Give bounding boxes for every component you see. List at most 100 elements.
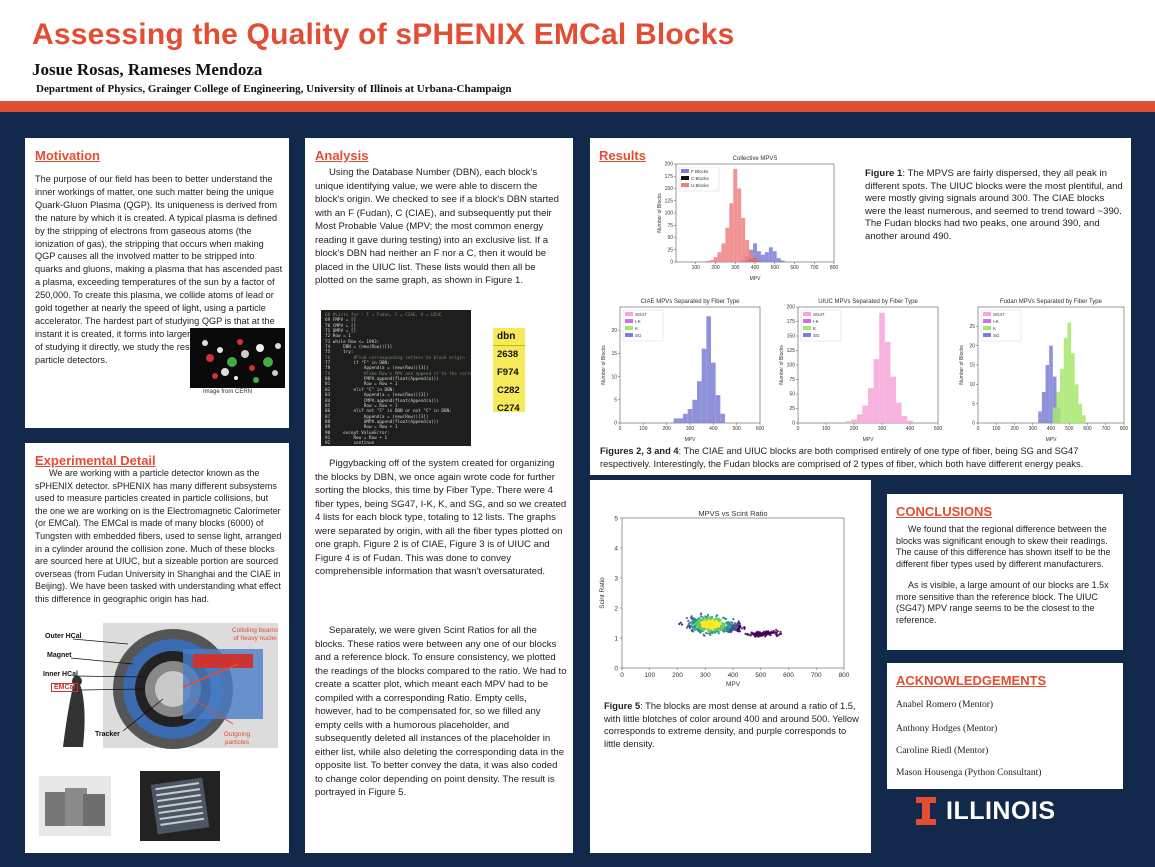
scatter-point bbox=[711, 619, 714, 622]
code-line: 68 #Lists for : F = Fudan, C = CIAE, U =… bbox=[325, 313, 442, 318]
scatter-point bbox=[765, 631, 768, 634]
chart-uiuc-fiber: UIUC MPVs Separated by Fiber Type 0 100 200… bbox=[772, 295, 944, 443]
histogram-bar bbox=[890, 376, 896, 423]
y-tick-label: 4 bbox=[614, 546, 618, 553]
legend-label: U Blocks bbox=[691, 183, 710, 188]
figures-234-caption: Figures 2, 3 and 4: The CIAE and UIUC bl… bbox=[600, 445, 1128, 470]
y-tick-label: 10 bbox=[969, 382, 975, 388]
x-tick-label: 500 bbox=[934, 426, 943, 432]
code-line: 90 except ValueError: bbox=[325, 430, 390, 436]
scatter-point bbox=[693, 624, 696, 628]
legend-label: SG47 bbox=[813, 312, 825, 317]
scatter-point bbox=[706, 628, 710, 631]
x-tick-label: 800 bbox=[839, 672, 850, 679]
x-tick-label: 500 bbox=[755, 672, 766, 679]
scatter-point bbox=[755, 631, 758, 634]
scatter-point bbox=[749, 634, 752, 637]
scatter-point bbox=[732, 617, 735, 621]
figure-5-caption: Figure 5: The blocks are most dense at a… bbox=[604, 700, 864, 750]
y-tick-label: 75 bbox=[789, 377, 795, 383]
conclusions-panel: CONCLUSIONS We found that the regional d… bbox=[887, 494, 1123, 650]
scatter-point bbox=[713, 626, 716, 630]
y-tick-label: 2 bbox=[614, 606, 618, 613]
x-tick-label: 300 bbox=[686, 426, 695, 432]
chart-svg: UIUC MPVs Separated by Fiber Type 0 100 200… bbox=[779, 299, 943, 443]
x-axis-label: MPV bbox=[750, 276, 762, 282]
x-tick-label: 400 bbox=[906, 426, 915, 432]
legend-label: SG bbox=[993, 333, 1000, 338]
histogram-bar bbox=[756, 251, 761, 262]
histogram-bar bbox=[717, 252, 722, 262]
x-tick-label: 400 bbox=[728, 672, 739, 679]
results-heading: Results bbox=[599, 148, 646, 163]
x-tick-label: 700 bbox=[1102, 426, 1111, 432]
chart-ciae-fiber: CIAE MPVs Separated by Fiber Type 0 100 200… bbox=[594, 295, 766, 443]
code-line: 85 Row = Row + 1 bbox=[325, 403, 398, 409]
code-line: 79 #Take Row's MPV and append it to the … bbox=[325, 371, 471, 377]
legend-swatch bbox=[625, 333, 633, 337]
scatter-point bbox=[721, 616, 725, 619]
dbn-value: C282 bbox=[497, 385, 520, 396]
analysis-heading: Analysis bbox=[315, 148, 369, 163]
histogram-bar bbox=[845, 421, 852, 423]
code-line: 69 FMPV = [] bbox=[325, 318, 357, 324]
y-tick-label: 0 bbox=[972, 421, 975, 427]
y-axis-label: Number of Blocks bbox=[657, 193, 663, 233]
y-tick-label: 3 bbox=[614, 576, 618, 583]
histogram-bar bbox=[733, 168, 738, 262]
chart-mpvs-vs-scint: MPVS vs Scint Ratio 0 100 200 300 400 500 600 70… bbox=[594, 508, 866, 692]
y-tick-label: 15 bbox=[969, 363, 975, 369]
y-tick-label: 0 bbox=[792, 421, 795, 427]
x-tick-label: 700 bbox=[810, 265, 819, 271]
scatter-point bbox=[715, 629, 718, 632]
scatter-point bbox=[735, 623, 738, 626]
scatter-point bbox=[726, 625, 729, 629]
legend-swatch bbox=[681, 169, 689, 173]
illinois-wordmark: ILLINOIS bbox=[946, 797, 1056, 825]
figure-5-label: Figure 5 bbox=[604, 701, 641, 711]
y-tick-label: 5 bbox=[614, 397, 617, 403]
x-tick-label: 800 bbox=[830, 265, 839, 271]
poster-department: Department of Physics, Grainger College … bbox=[36, 83, 512, 95]
scatter-point bbox=[685, 626, 689, 629]
x-tick-label: 0 bbox=[619, 426, 622, 432]
scatter-point bbox=[687, 619, 690, 622]
scatter-point bbox=[733, 622, 737, 625]
motivation-text: The purpose of our field has been to bet… bbox=[35, 174, 283, 365]
scatter-point bbox=[774, 633, 777, 636]
y-tick-label: 0 bbox=[670, 260, 673, 266]
histogram-bar bbox=[856, 414, 863, 423]
scatter-point bbox=[691, 629, 694, 632]
histogram-bar bbox=[772, 251, 777, 262]
x-tick-label: 200 bbox=[850, 426, 859, 432]
legend-label: K bbox=[635, 326, 638, 331]
histogram-bar bbox=[683, 413, 688, 423]
histogram-bar bbox=[1052, 376, 1057, 423]
y-tick-label: 100 bbox=[787, 363, 796, 369]
scatter-point bbox=[713, 620, 716, 623]
legend-swatch bbox=[803, 312, 811, 316]
scatter-point bbox=[706, 622, 709, 625]
scatter-point bbox=[764, 634, 768, 637]
histogram-bar bbox=[756, 260, 761, 262]
legend-label: F Blocks bbox=[691, 169, 709, 174]
scatter-point bbox=[697, 621, 701, 624]
legend-swatch bbox=[983, 312, 991, 316]
legend-label: K bbox=[813, 326, 816, 331]
y-tick-label: 25 bbox=[789, 406, 795, 412]
figure-1-text: : The MPVS are fairly dispersed, they al… bbox=[865, 168, 1123, 242]
scatter-point bbox=[779, 632, 783, 635]
scatter-point bbox=[727, 621, 730, 624]
analysis-paragraph-1: Using the Database Number (DBN), each bl… bbox=[315, 167, 559, 286]
scatter-point bbox=[702, 633, 705, 636]
scatter-point bbox=[703, 621, 706, 624]
header-accent-bar bbox=[0, 101, 1155, 112]
histogram-bar bbox=[678, 418, 683, 423]
histogram-bar bbox=[745, 239, 750, 262]
figure-5-panel: MPVS vs Scint Ratio 0 100 200 300 400 500 600 70… bbox=[590, 480, 871, 853]
x-tick-label: 300 bbox=[878, 426, 887, 432]
histogram-bar bbox=[753, 258, 757, 262]
poster-title: Assessing the Quality of sPHENIX EMCal B… bbox=[32, 18, 735, 51]
motivation-heading: Motivation bbox=[35, 148, 100, 163]
